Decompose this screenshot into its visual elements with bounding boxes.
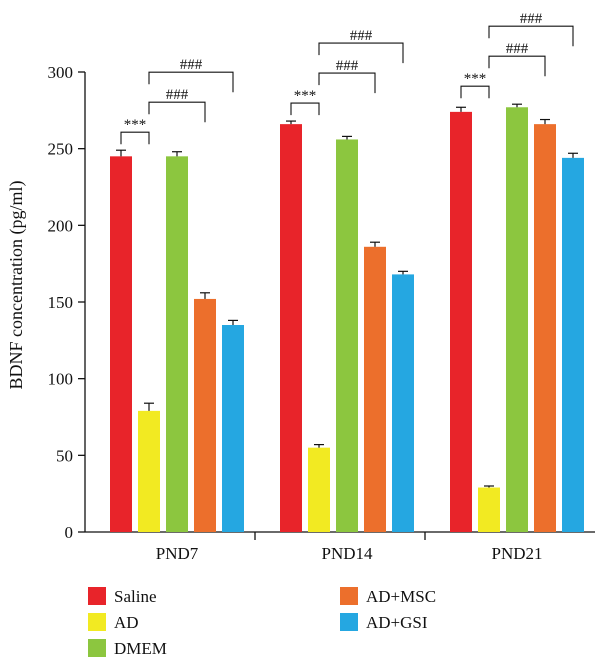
x-tick-label: PND21 bbox=[491, 544, 542, 563]
bar bbox=[194, 298, 216, 532]
bar bbox=[280, 124, 302, 532]
significance-bracket bbox=[148, 71, 234, 93]
significance-bracket bbox=[148, 101, 206, 123]
significance-bracket bbox=[318, 72, 376, 94]
bar bbox=[138, 410, 160, 532]
bar bbox=[308, 447, 330, 532]
x-tick-label: PND7 bbox=[156, 544, 199, 563]
axes-layer: 0 50 100 150 200 250 300 PND7 PND14 PND21 bbox=[48, 63, 595, 563]
y-tick-label: 50 bbox=[56, 446, 73, 465]
bar bbox=[110, 156, 132, 533]
significance-layer: *** ### ### *** ### ### *** ### ### bbox=[120, 11, 574, 145]
legend-swatch bbox=[340, 587, 358, 605]
significance-bracket bbox=[318, 42, 404, 64]
bar bbox=[450, 111, 472, 532]
legend-swatch bbox=[88, 613, 106, 631]
legend-swatch bbox=[88, 639, 106, 657]
significance-label: *** bbox=[124, 117, 147, 133]
significance-label: ### bbox=[336, 58, 359, 74]
y-tick-label: 250 bbox=[48, 140, 74, 159]
legend-label: AD+GSI bbox=[366, 613, 428, 632]
legend-swatch bbox=[88, 587, 106, 605]
significance-label: *** bbox=[464, 71, 487, 87]
y-tick-label: 150 bbox=[48, 293, 74, 312]
legend-swatch bbox=[340, 613, 358, 631]
significance-label: ### bbox=[520, 11, 543, 27]
bar bbox=[166, 156, 188, 533]
y-tick-label: 100 bbox=[48, 370, 74, 389]
significance-bracket bbox=[460, 85, 490, 99]
bar bbox=[478, 487, 500, 532]
x-tick-label: PND14 bbox=[321, 544, 373, 563]
bar bbox=[364, 246, 386, 533]
bar bbox=[222, 325, 244, 532]
y-tick-label: 200 bbox=[48, 216, 74, 235]
significance-bracket bbox=[120, 131, 150, 145]
bar bbox=[506, 107, 528, 533]
significance-label: ### bbox=[350, 28, 373, 44]
legend: Saline AD DMEM AD+MSC AD+GSI bbox=[88, 587, 436, 658]
legend-label: Saline bbox=[114, 587, 157, 606]
bar bbox=[392, 274, 414, 532]
y-tick-label: 300 bbox=[48, 63, 74, 82]
legend-label: AD bbox=[114, 613, 139, 632]
significance-bracket bbox=[290, 102, 320, 116]
bar bbox=[534, 124, 556, 532]
significance-bracket bbox=[488, 25, 574, 47]
significance-label: ### bbox=[506, 41, 529, 57]
legend-label: DMEM bbox=[114, 639, 167, 658]
significance-label: ### bbox=[166, 87, 189, 103]
legend-label: AD+MSC bbox=[366, 587, 436, 606]
bars-layer bbox=[110, 103, 584, 533]
bar bbox=[562, 157, 584, 532]
y-tick-label: 0 bbox=[65, 523, 74, 542]
significance-bracket bbox=[488, 55, 546, 77]
significance-label: *** bbox=[294, 88, 317, 104]
y-axis-title: BDNF concentration (pg/ml) bbox=[6, 181, 27, 390]
bar bbox=[336, 139, 358, 532]
significance-label: ### bbox=[180, 57, 203, 73]
